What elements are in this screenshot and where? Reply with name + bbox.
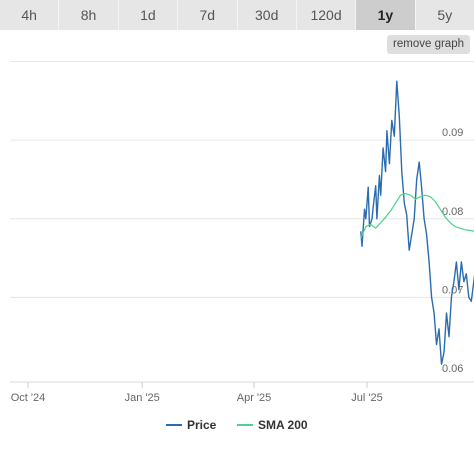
y-tick-label: 0.08	[442, 206, 463, 218]
tab-1y[interactable]: 1y	[356, 0, 416, 30]
tab-120d[interactable]: 120d	[296, 0, 357, 30]
x-tick-label: Oct '24	[11, 392, 46, 404]
tab-8h[interactable]: 8h	[59, 0, 119, 30]
tab-5y[interactable]: 5y	[415, 0, 474, 30]
tab-1d[interactable]: 1d	[118, 0, 179, 30]
legend-sma-label: SMA 200	[258, 418, 308, 432]
remove-graph-button[interactable]: remove graph	[387, 35, 470, 54]
tab-30d[interactable]: 30d	[237, 0, 297, 30]
price-series-line	[360, 80, 474, 365]
x-tick-label: Jan '25	[125, 392, 160, 404]
timeframe-tabs: 4h 8h 1d 7d 30d 120d 1y 5y	[0, 0, 474, 30]
legend-price-label: Price	[187, 418, 217, 432]
y-tick-label: 0.09	[442, 127, 463, 139]
tab-4h[interactable]: 4h	[0, 0, 60, 30]
y-tick-label: 0.06	[442, 363, 463, 375]
sma-200-series-line	[360, 193, 474, 239]
x-tick-label: Apr '25	[237, 392, 272, 404]
x-tick-label: Jul '25	[351, 392, 382, 404]
tab-7d[interactable]: 7d	[178, 0, 238, 30]
